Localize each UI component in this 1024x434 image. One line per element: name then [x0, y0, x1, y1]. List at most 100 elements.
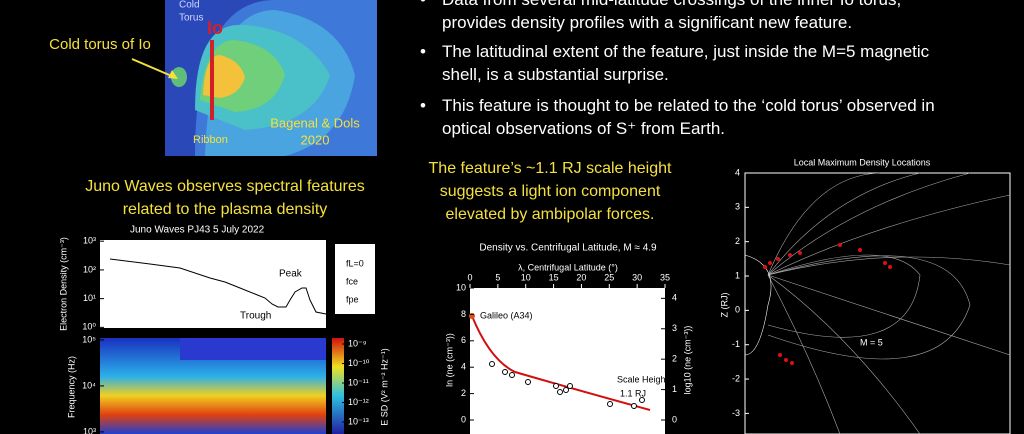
tick-label: -3 [732, 408, 740, 418]
bullet: Data from several mid-latitude crossings… [420, 0, 1020, 34]
tick-label: 10⁻¹² [348, 397, 369, 407]
caption: Juno Waves observes spectral features rel… [40, 175, 410, 221]
tick-label: 0 [461, 414, 466, 424]
caption-line: Juno Waves observes spectral features [85, 178, 365, 195]
tick-label: 20 [576, 272, 586, 282]
tick-label: 5 [495, 272, 500, 282]
tick-label: 10⁴ [82, 380, 96, 390]
tick-label: 10 [456, 282, 466, 292]
axis-label: Electron Density (cm⁻³) [58, 237, 68, 331]
tick-label: 8 [461, 309, 466, 319]
tick-label: 3 [735, 202, 740, 212]
tick-label: 2 [735, 236, 740, 246]
citation: Bagenal & Dols [270, 115, 360, 130]
bullet-text: Data from several mid-latitude crossings… [420, 0, 1020, 11]
legend-entry: fce [346, 276, 358, 286]
bullet: The latitudinal extent of the feature, j… [420, 40, 1020, 86]
tick-label: 1 [672, 384, 677, 394]
fit-curve [471, 315, 651, 411]
annotation: Scale Height [617, 374, 669, 384]
tick-label: 10² [83, 264, 96, 274]
annotation: 1.1 RJ [620, 388, 646, 398]
axis-label: E SD (V² m⁻² Hz⁻¹) [379, 348, 389, 426]
citation: 2020 [301, 132, 330, 147]
tick-label: 10⁵ [82, 334, 96, 344]
tick-label: 0 [467, 272, 472, 282]
y-axis-label: ln (ne (cm⁻³)) [444, 333, 454, 387]
figure-label: Cold [179, 0, 200, 11]
point [469, 313, 475, 319]
spectrogram-band [180, 338, 326, 360]
max-density-points [763, 243, 892, 365]
locations-chart: Local Maximum Density Locations M = 5 Z … [720, 157, 1011, 434]
axis-label: Frequency (Hz) [66, 356, 76, 418]
colorbar [332, 338, 344, 434]
arrow [131, 58, 178, 79]
bullet: This feature is thought to be related to… [420, 94, 1020, 140]
legend-box [335, 244, 375, 314]
caption-line: The feature’s ~1.1 RJ scale height [428, 160, 672, 177]
cold-torus [171, 67, 187, 87]
tick-label: 10⁻¹³ [348, 416, 369, 426]
caption: The feature’s ~1.1 RJ scale height sugges… [380, 157, 720, 226]
bullet-text: The latitudinal extent of the feature, j… [442, 42, 930, 61]
tick-label: 10⁻¹⁰ [348, 358, 370, 368]
ribbon-label: Ribbon [193, 134, 228, 146]
cold-torus-label: Cold torus of Io [49, 36, 151, 53]
tick-label: -1 [732, 339, 740, 349]
tick-label: 10³ [83, 426, 96, 434]
io-label: Io [207, 18, 223, 38]
annotation: M = 5 [860, 337, 883, 347]
panel-title: Juno Waves PJ43 5 July 2022 [130, 225, 265, 236]
bullet-text: optical observations of S⁺ from Earth. [442, 119, 725, 138]
annotation: Peak [279, 269, 303, 280]
bullet-text: This feature is thought to be related to… [442, 96, 935, 115]
bullet-text: shell, is a substantial surprise. [442, 65, 669, 84]
tick-label: 10¹ [83, 293, 96, 303]
chart-title: Local Maximum Density Locations [794, 157, 931, 167]
tick-label: 15 [549, 272, 559, 282]
tick-label: 10⁻⁹ [348, 338, 367, 348]
tick-label: 10⁰ [82, 322, 96, 332]
points [489, 361, 645, 409]
field-lines [744, 172, 1011, 434]
tick-label: 10³ [83, 236, 96, 246]
annotation: Trough [240, 311, 271, 322]
tick-label: 4 [735, 167, 740, 177]
caption-line: related to the plasma density [122, 201, 328, 218]
torus-figure: Cold Torus Io Ribbon Bagenal & Dols 2020 [165, 0, 377, 156]
tick-label: 4 [672, 293, 677, 303]
y-axis-label: Z (RJ) [720, 293, 729, 318]
caption-line: suggests a light ion component [439, 183, 661, 200]
tick-label: 25 [604, 272, 614, 282]
tick-label: -2 [732, 373, 740, 383]
legend-entry: fpe [346, 294, 359, 304]
tick-label: 3 [672, 323, 677, 333]
tick-label: 2 [461, 388, 466, 398]
legend-entry: fL=0 [346, 258, 364, 268]
waves-chart: Juno Waves PJ43 5 July 2022 Peak Trough … [58, 225, 389, 434]
tick-label: 0 [735, 305, 740, 315]
tick-label: 0 [672, 414, 677, 424]
y2-axis-label: log10 (ne (cm⁻³)) [682, 326, 692, 395]
arrow-line [131, 58, 175, 78]
density-trace [109, 258, 327, 315]
x-axis-label: λ, Centrifugal Latitude (°) [518, 262, 618, 272]
annotation: Galileo (A34) [480, 310, 533, 320]
tick-label: 6 [461, 335, 466, 345]
plot-area [470, 288, 665, 434]
tick-label: 10⁻¹¹ [348, 377, 369, 387]
tick-label: 2 [672, 354, 677, 364]
arrow-head [168, 70, 178, 79]
tick-label: 30 [632, 272, 642, 282]
tick-label: 35 [660, 272, 670, 282]
density-panel [100, 240, 326, 328]
chart-title: Density vs. Centrifugal Latitude, M ≈ 4.… [479, 243, 657, 254]
density-chart: Density vs. Centrifugal Latitude, M ≈ 4.… [444, 243, 692, 434]
tick-label: 4 [461, 362, 466, 372]
bullet-text: provides density profiles with a signifi… [442, 13, 853, 32]
figure-label: Torus [179, 13, 203, 24]
caption-line: elevated by ambipolar forces. [445, 206, 655, 223]
tick-label: 1 [735, 270, 740, 280]
plot-frame [744, 172, 1011, 434]
